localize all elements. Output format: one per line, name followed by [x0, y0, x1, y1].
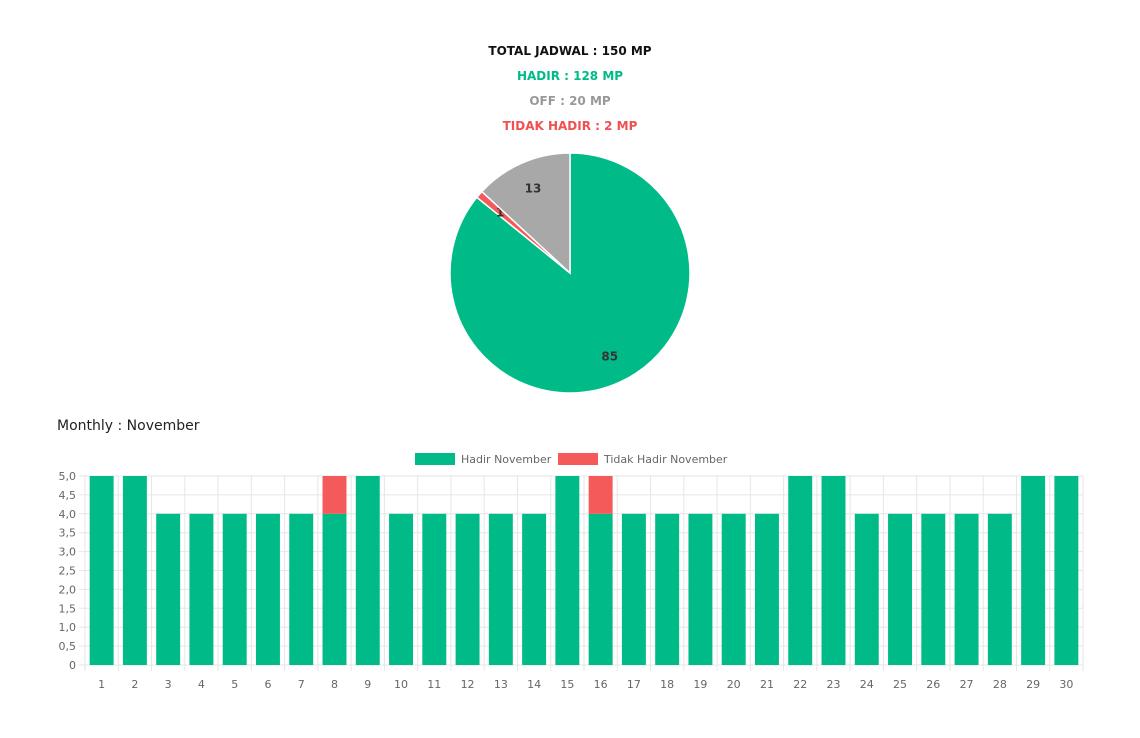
summary-hadir: HADIR : 128 MP [516, 69, 624, 83]
y-tick-label: 2,5 [59, 565, 77, 578]
bar-hadir [854, 513, 879, 665]
y-tick-label: 1,5 [59, 602, 77, 615]
monthly-title: Monthly : November [57, 418, 200, 434]
summary-off: OFF : 20 MP [529, 94, 611, 108]
y-tick-label: 1,0 [59, 621, 77, 634]
bar-hadir [1021, 476, 1046, 665]
x-tick-label: 20 [727, 678, 741, 691]
bar-hadir [422, 513, 447, 665]
bar-hadir [621, 513, 646, 665]
legend: Hadir November Tidak Hadir November [415, 453, 728, 466]
x-tick-label: 8 [331, 678, 338, 691]
x-tick-label: 27 [960, 678, 974, 691]
y-tick-label: 3,5 [59, 527, 77, 540]
x-tick-label: 5 [231, 678, 238, 691]
x-tick-label: 12 [461, 678, 475, 691]
x-tick-label: 30 [1059, 678, 1073, 691]
bar-hadir [588, 513, 613, 665]
y-tick-label: 4,5 [59, 489, 77, 502]
bar-tidak-hadir [588, 476, 613, 514]
bar-hadir [655, 513, 680, 665]
summary-total: TOTAL JADWAL : 150 MP [488, 44, 652, 58]
bar-hadir [122, 476, 147, 665]
x-tick-label: 21 [760, 678, 774, 691]
bar-hadir [355, 476, 380, 665]
bar-hadir [821, 476, 846, 665]
legend-swatch [558, 453, 598, 465]
y-tick-label: 3,0 [59, 546, 77, 559]
bar-hadir [89, 476, 114, 665]
y-tick-label: 0,5 [59, 640, 77, 653]
y-tick-label: 2,0 [59, 583, 77, 596]
x-tick-label: 2 [131, 678, 138, 691]
bar-hadir [389, 513, 414, 665]
bar-hadir [255, 513, 280, 665]
bar-hadir [754, 513, 779, 665]
bar-hadir [921, 513, 946, 665]
bar-hadir [788, 476, 813, 665]
x-tick-label: 18 [660, 678, 674, 691]
x-tick-label: 6 [264, 678, 271, 691]
x-tick-label: 29 [1026, 678, 1040, 691]
x-tick-label: 3 [165, 678, 172, 691]
bar-hadir [189, 513, 214, 665]
pie-slice [449, 152, 691, 394]
x-tick-label: 16 [594, 678, 608, 691]
bar-hadir [156, 513, 181, 665]
x-tick-label: 15 [560, 678, 574, 691]
pie-slice [480, 152, 571, 275]
bar-hadir [721, 513, 746, 665]
x-tick-label: 10 [394, 678, 408, 691]
x-tick-label: 25 [893, 678, 907, 691]
y-tick-label: 5,0 [59, 470, 77, 483]
x-tick-label: 4 [198, 678, 205, 691]
x-tick-label: 22 [793, 678, 807, 691]
pie-slice-label: 85 [601, 349, 618, 363]
pie-slice-label: 1 [496, 205, 504, 219]
legend-swatch [415, 453, 455, 465]
x-tick-label: 23 [827, 678, 841, 691]
x-tick-label: 9 [364, 678, 371, 691]
bar-hadir [488, 513, 513, 665]
x-tick-label: 26 [926, 678, 940, 691]
legend-label: Tidak Hadir November [603, 453, 728, 466]
y-tick-label: 4,0 [59, 508, 77, 521]
bar-hadir [888, 513, 913, 665]
bar-hadir [555, 476, 580, 665]
bar-hadir [222, 513, 247, 665]
bar-hadir [522, 513, 547, 665]
y-tick-label: 0 [69, 659, 76, 672]
legend-label: Hadir November [461, 453, 552, 466]
x-tick-label: 24 [860, 678, 874, 691]
bar-hadir [322, 513, 347, 665]
monthly-bar-chart: Hadir November Tidak Hadir November 0 0,5 1,… [59, 453, 1084, 691]
bar-hadir [289, 513, 314, 665]
x-tick-label: 11 [427, 678, 441, 691]
bar-hadir [688, 513, 713, 665]
bar-tidak-hadir [322, 476, 347, 514]
bar-hadir [1054, 476, 1079, 665]
x-tick-label: 1 [98, 678, 105, 691]
bar-hadir [987, 513, 1012, 665]
x-tick-label: 13 [494, 678, 508, 691]
x-tick-label: 14 [527, 678, 541, 691]
bar-hadir [455, 513, 480, 665]
x-tick-label: 17 [627, 678, 641, 691]
x-tick-label: 28 [993, 678, 1007, 691]
x-tick-label: 7 [298, 678, 305, 691]
pie-slice-label: 13 [525, 181, 542, 195]
pie-chart: 85 1 13 [449, 152, 691, 394]
bar-hadir [954, 513, 979, 665]
x-tick-label: 19 [693, 678, 707, 691]
summary-tidak-hadir: TIDAK HADIR : 2 MP [502, 119, 638, 133]
